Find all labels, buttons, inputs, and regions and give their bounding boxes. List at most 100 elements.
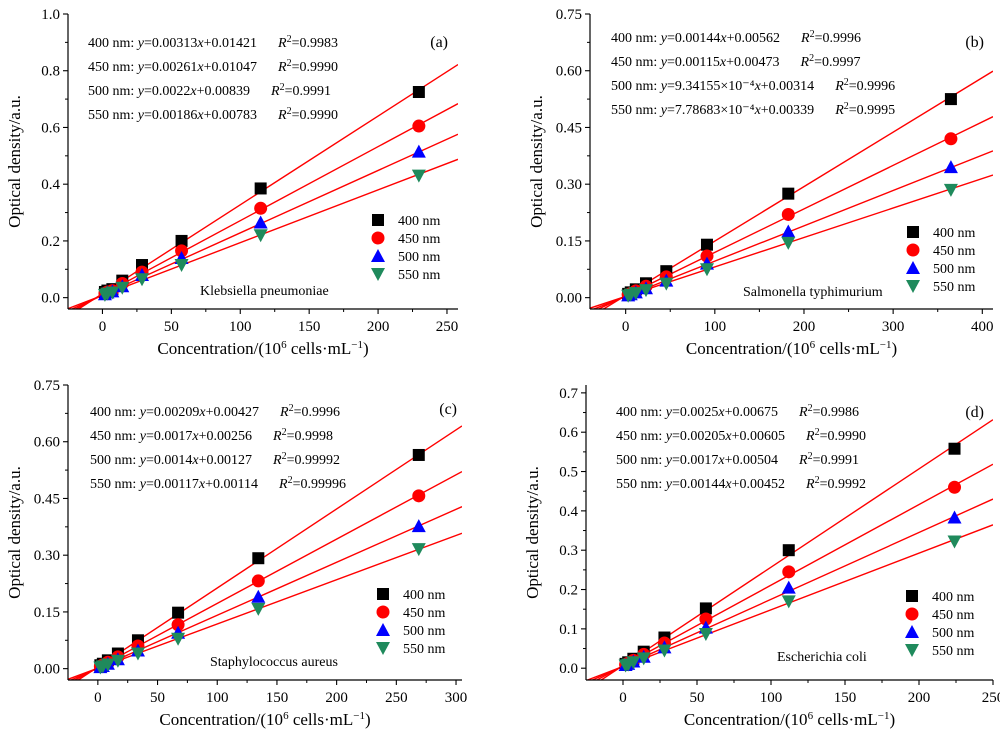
panel-label: (b) [965,34,984,51]
y-tick-label: 0.4 [41,177,60,193]
data-point-450-nm [948,480,962,494]
x-tick-label: 200 [793,319,816,335]
data-point-550-nm [110,654,125,668]
data-point-550-nm [100,658,115,672]
x-axis-title: Concentration/(106 cells·mL−1) [686,339,897,358]
x-tick-label: 0 [99,319,107,335]
x-tick-label: 150 [298,319,321,335]
legend-label: 400 nm [932,590,975,605]
data-point-400-nm [782,187,795,200]
data-point-450-nm [254,201,268,215]
panel-b: 0 100 200 300 400 0.00 0.15 0.30 0.45 0.60 0.75 Con… [527,7,994,358]
species-label: Klebsiella pneumoniae [200,284,329,299]
x-tick-label: 250 [385,690,408,706]
data-point-450-nm [781,207,795,221]
x-tick-label: 100 [229,319,252,335]
data-point-500-nm [781,224,796,238]
x-tick-label: 400 [971,319,994,335]
fit-equation: 400 nm: y=0.0025x+0.00675 R2=0.9986 [616,403,859,421]
y-tick-label: 0.15 [556,234,582,250]
data-point-550-nm [636,652,651,666]
data-point-500-nm [411,519,426,533]
legend-label: 500 nm [933,262,976,277]
data-point-400-nm [944,93,957,106]
data-point-550-nm [251,602,266,616]
data-point-550-nm [171,632,186,646]
y-tick-label: 0.6 [559,425,578,441]
panel-d: 0 50 100 150 200 250 0.0 0.1 0.2 0.3 0.4 0.5 0.6 0.7 C… [523,385,1000,729]
legend-marker-500-nm [906,261,920,274]
y-axis-title: Optical density/a.u. [527,95,546,228]
fit-equation: 400 nm: y=0.00209x+0.00427 R2=0.9996 [90,403,340,421]
y-tick-label: 0.45 [34,491,60,507]
x-tick-label: 0 [619,690,627,706]
data-point-550-nm [130,647,145,661]
legend-marker-450-nm [371,231,385,245]
data-point-400-nm [412,86,425,99]
x-tick-label: 200 [367,319,390,335]
fit-equation: 400 nm: y=0.00144x+0.00562 R2=0.9996 [611,29,861,47]
data-point-550-nm [698,627,713,641]
legend-label: 550 nm [933,280,976,295]
data-point-450-nm [412,119,426,133]
legend-label: 550 nm [398,268,441,283]
data-point-550-nm [659,277,674,291]
data-point-550-nm [638,284,653,298]
data-point-400-nm [252,552,265,565]
fit-equation: 550 nm: y=0.00186x+0.00783 R2=0.9990 [88,106,338,124]
y-tick-label: 0.4 [559,504,578,520]
legend-marker-450-nm [376,605,390,619]
y-tick-label: 0.00 [34,662,60,678]
data-point-550-nm [657,644,672,658]
x-axis-title: Concentration/(106 cells·mL−1) [684,710,895,729]
legend-marker-400-nm [377,588,389,600]
fit-equation: 550 nm: y=0.00117x+0.00114 R2=0.99996 [90,475,346,493]
legend-marker-550-nm [376,642,390,655]
fit-equation: 500 nm: y=0.0014x+0.00127 R2=0.99992 [90,451,340,469]
data-point-400-nm [412,448,425,461]
data-point-550-nm [105,286,120,300]
data-point-550-nm [781,595,796,609]
y-tick-label: 0.60 [34,435,60,451]
x-tick-label: 50 [150,690,165,706]
data-point-400-nm [782,544,795,557]
data-point-500-nm [253,215,268,229]
x-tick-label: 200 [325,690,348,706]
x-tick-label: 50 [164,319,179,335]
data-point-450-nm [251,574,265,588]
legend-marker-550-nm [906,280,920,293]
legend-marker-500-nm [376,623,390,636]
data-point-450-nm [175,244,189,258]
legend-marker-450-nm [905,607,919,621]
x-tick-label: 150 [266,690,289,706]
y-axis-title: Optical density/a.u. [5,95,24,228]
x-tick-label: 100 [760,690,783,706]
legend-label: 550 nm [932,644,975,659]
data-point-500-nm [947,510,962,524]
fit-equation: 450 nm: y=0.00205x+0.00605 R2=0.9990 [616,427,866,445]
fit-equation: 450 nm: y=0.0017x+0.00256 R2=0.9998 [90,427,333,445]
legend-marker-400-nm [372,214,384,226]
fit-equation: 550 nm: y=0.00144x+0.00452 R2=0.9992 [616,475,866,493]
x-tick-label: 0 [622,319,630,335]
x-tick-label: 0 [94,690,102,706]
legend-label: 400 nm [403,588,446,603]
y-tick-label: 0.30 [34,548,60,564]
data-point-550-nm [411,169,426,183]
panel-label: (c) [439,401,457,418]
fit-equation: 500 nm: y=0.0017x+0.00504 R2=0.9991 [616,451,859,469]
legend-label: 500 nm [932,626,975,641]
data-point-550-nm [115,281,130,295]
data-point-550-nm [411,543,426,557]
y-tick-label: 0.15 [34,605,60,621]
y-tick-label: 0.75 [34,378,60,394]
legend-label: 550 nm [403,642,446,657]
x-axis-title: Concentration/(106 cells·mL−1) [159,710,370,729]
y-tick-label: 0.1 [559,622,578,638]
legend-label: 400 nm [398,214,441,229]
y-tick-label: 0.7 [559,386,578,402]
data-point-500-nm [411,144,426,158]
legend-marker-500-nm [371,249,385,262]
panel-label: (d) [965,404,984,421]
y-tick-label: 0.8 [41,64,60,80]
